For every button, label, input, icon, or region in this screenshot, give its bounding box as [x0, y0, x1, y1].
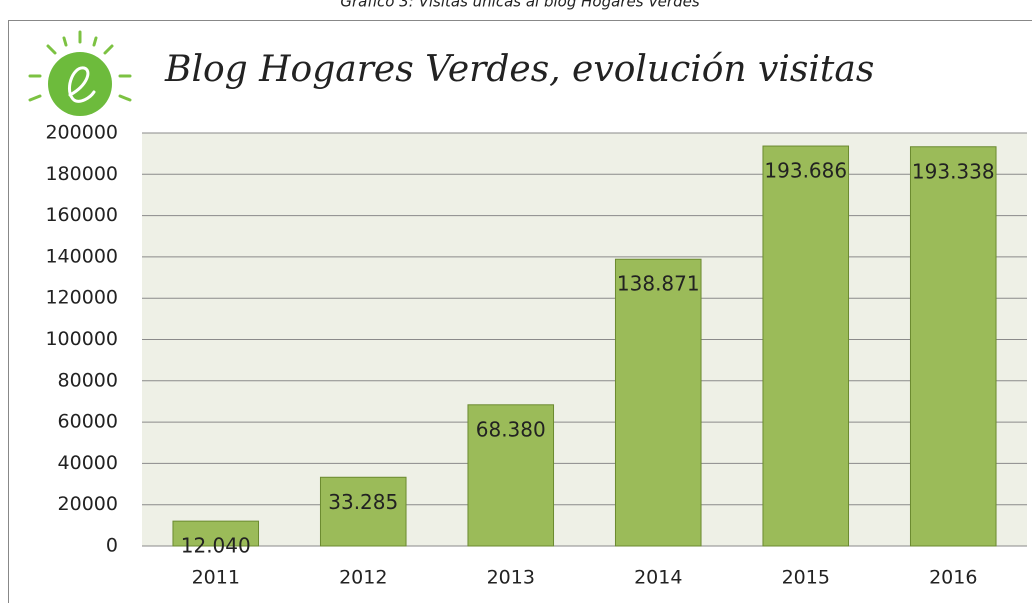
x-tick-label: 2013 — [487, 567, 535, 589]
data-label: 12.040 — [181, 534, 251, 558]
data-label: 193.338 — [912, 159, 995, 183]
x-tick-label: 2011 — [192, 567, 240, 589]
bar — [614, 258, 702, 547]
chart-title: Blog Hogares Verdes, evolución visitas — [164, 49, 874, 90]
bar — [762, 145, 850, 547]
x-tick-label: 2014 — [634, 567, 682, 589]
y-tick-label: 120000 — [45, 287, 118, 309]
data-label: 138.871 — [617, 272, 700, 296]
y-tick-label: 180000 — [45, 163, 118, 185]
x-tick-label: 2012 — [339, 567, 387, 589]
y-tick-label: 200000 — [45, 122, 118, 144]
bar — [319, 476, 407, 547]
y-tick-label: 0 — [106, 535, 118, 557]
caption: Gráfico 3: Visitas únicas al blog Hogare… — [340, 0, 699, 11]
data-label: 33.285 — [328, 490, 398, 514]
y-tick-label: 20000 — [58, 493, 118, 515]
x-tick-label: 2015 — [782, 567, 830, 589]
y-tick-label: 40000 — [58, 452, 118, 474]
y-tick-label: 160000 — [45, 204, 118, 226]
y-tick-label: 80000 — [58, 369, 118, 391]
data-label: 68.380 — [476, 417, 546, 441]
bar — [909, 146, 997, 547]
y-tick-label: 140000 — [45, 245, 118, 267]
bar — [467, 404, 555, 547]
y-tick-label: 100000 — [45, 328, 118, 350]
x-tick-label: 2016 — [929, 567, 977, 589]
data-label: 193.686 — [764, 159, 847, 183]
y-tick-label: 60000 — [58, 411, 118, 433]
logo — [28, 30, 132, 116]
bar — [172, 520, 260, 547]
